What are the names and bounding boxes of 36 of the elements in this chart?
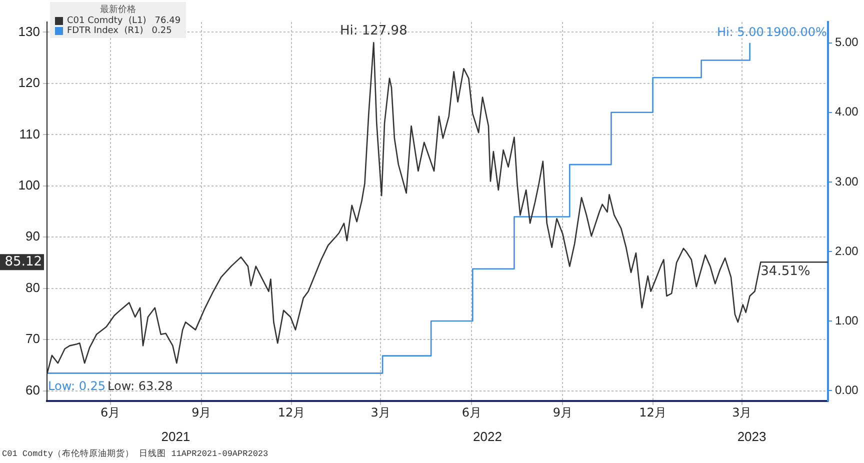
x2-tick-label: 2021 [161,428,190,444]
y-tick-label: 130 [18,24,40,39]
annotation: Hi: 5.00 [716,24,764,39]
y2-tick-label: 0.00 [835,382,859,397]
x2-tick-label: 2023 [737,428,766,444]
annotation: Low: 0.25 [48,379,106,394]
y-tick-label: 120 [18,75,40,90]
x-tick-label: 6月 [100,405,120,420]
annotation: Low: 63.28 [108,379,173,394]
text: 85.12 [4,254,42,270]
y-tick-label: 70 [26,331,40,346]
y2-tick-label: 4.00 [835,104,859,119]
y2-tick-label: 5.00 [835,35,859,50]
y2-tick-label: 3.00 [835,174,859,188]
legend-label: FDTR Index (R1) 0.25 [67,26,172,36]
y2-tick-label: 2.00 [835,244,859,258]
y2-tick-label: 1.00 [835,313,859,328]
y-tick-label: 110 [19,126,40,142]
x-tick-label: 12月 [639,405,666,420]
y-tick-label: 60 [26,382,40,398]
legend-label: C01 Comdty (L1) 76.49 [67,16,181,26]
annotation: Hi: 127.98 [340,23,408,38]
x-tick-label: 3月 [732,405,752,420]
legend-title: 最新价格 [98,4,137,16]
annotation: 34.51% [760,264,810,279]
x-tick-label: 12月 [278,405,306,420]
x-tick-label: 6月 [462,405,482,420]
annotation: 1900.00% [766,24,827,39]
x-tick-label: 3月 [370,405,390,420]
y-tick-label: 80 [26,280,40,295]
x-tick-label: 9月 [552,405,573,420]
x2-tick-label: 2022 [473,428,502,444]
text: C01 Comdty（布伦特原油期货） 日线图 11APR2021-09APR2023 [2,448,268,460]
y-tick-label: 90 [26,228,40,244]
y-tick-label: 100 [18,177,40,192]
x-tick-label: 9月 [192,405,212,420]
